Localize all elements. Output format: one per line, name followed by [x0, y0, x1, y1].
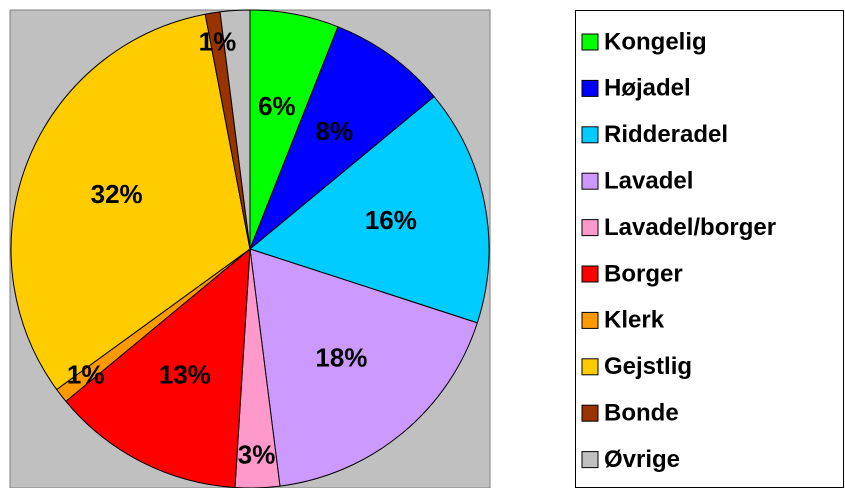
legend-swatch [581, 33, 599, 51]
legend-label: Ridderadel [604, 121, 728, 148]
legend-label: Højadel [604, 75, 691, 102]
legend-label: Klerk [604, 307, 665, 334]
legend-swatch [581, 172, 599, 190]
legend-swatch [581, 219, 599, 237]
data-label: 32% [91, 179, 143, 209]
pie-slice [219, 9, 251, 250]
data-label: 1% [199, 27, 237, 57]
pie-slice [65, 247, 251, 489]
legend-swatch [581, 79, 599, 97]
pie-slice [10, 13, 251, 391]
legend-swatch [581, 126, 599, 144]
data-label: 6% [258, 91, 296, 121]
legend-label: Bonde [604, 400, 679, 427]
legend-swatch [581, 265, 599, 283]
data-label: 13% [159, 360, 211, 390]
legend-label: Øvrige [604, 446, 680, 473]
pie-slice [249, 248, 478, 487]
pie-slice [249, 26, 435, 250]
legend-swatch [581, 404, 599, 422]
legend-swatch [581, 358, 599, 376]
data-label: 16% [365, 205, 417, 235]
pie-slice [248, 95, 490, 324]
legend-box [575, 10, 844, 488]
legend-label: Kongelig [604, 28, 707, 55]
data-label: 18% [315, 342, 367, 372]
data-label: 1% [67, 359, 105, 389]
legend-swatch [581, 311, 599, 329]
legend-label: Lavadel/borger [604, 214, 776, 241]
legend-swatch [581, 451, 599, 469]
data-label: 3% [238, 440, 276, 470]
legend-label: Borger [604, 260, 683, 287]
legend-label: Lavadel [604, 168, 693, 195]
legend-label: Gejstlig [604, 353, 692, 380]
data-label: 8% [315, 116, 353, 146]
